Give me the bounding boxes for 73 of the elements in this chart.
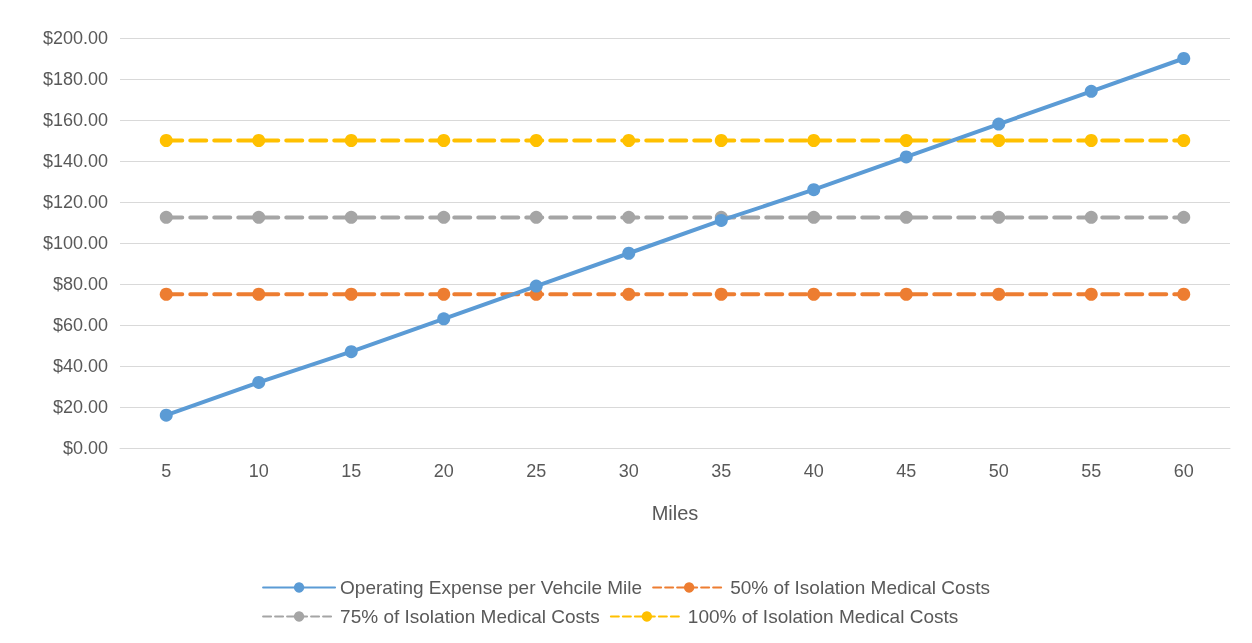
point xyxy=(1084,134,1098,147)
x-tick-label: 15 xyxy=(341,461,362,481)
point xyxy=(437,287,451,301)
y-tick-label: $120.00 xyxy=(42,192,108,212)
point xyxy=(1177,210,1191,224)
point xyxy=(1084,84,1098,98)
x-tick-label: 25 xyxy=(526,461,547,481)
point xyxy=(1177,52,1191,65)
point xyxy=(252,134,266,147)
point xyxy=(622,210,636,224)
point xyxy=(159,134,173,147)
legend-label: Operating Expense per Vehcile Mile xyxy=(340,577,643,598)
x-axis-title: Miles xyxy=(651,502,699,524)
point xyxy=(1177,134,1191,147)
y-tick-label: $60.00 xyxy=(52,315,108,335)
point xyxy=(992,134,1006,147)
point xyxy=(622,134,636,147)
x-tick-label: 40 xyxy=(803,461,824,481)
point xyxy=(529,279,543,293)
point xyxy=(529,134,543,147)
legend-label: 75% of Isolation Medical Costs xyxy=(340,606,600,627)
point xyxy=(252,375,266,389)
point xyxy=(807,210,821,224)
point xyxy=(899,287,913,301)
x-tick-label: 20 xyxy=(433,461,454,481)
point xyxy=(899,134,913,147)
legend-label: 50% of Isolation Medical Costs xyxy=(730,577,990,598)
point xyxy=(992,117,1006,131)
point xyxy=(899,210,913,224)
point xyxy=(714,134,728,147)
x-tick-label: 60 xyxy=(1173,461,1194,481)
point xyxy=(159,210,173,224)
point xyxy=(529,210,543,224)
x-tick-label: 30 xyxy=(618,461,639,481)
point xyxy=(899,150,913,164)
point xyxy=(992,287,1006,301)
y-tick-label: $80.00 xyxy=(52,274,108,294)
y-tick-label: $200.00 xyxy=(42,28,108,48)
point xyxy=(622,246,636,260)
y-tick-label: $100.00 xyxy=(42,233,108,253)
y-tick-label: $140.00 xyxy=(42,151,108,171)
point xyxy=(159,287,173,301)
point xyxy=(622,287,636,301)
point xyxy=(344,134,358,147)
y-tick-label: $160.00 xyxy=(42,110,108,130)
point xyxy=(159,408,173,422)
point xyxy=(437,210,451,224)
y-tick-label: $40.00 xyxy=(52,356,108,376)
y-tick-label: $0.00 xyxy=(62,438,108,458)
legend-label: 100% of Isolation Medical Costs xyxy=(687,606,959,627)
x-tick-label: 35 xyxy=(711,461,732,481)
x-tick-label: 50 xyxy=(988,461,1009,481)
point xyxy=(807,287,821,301)
point xyxy=(437,134,451,147)
x-tick-label: 5 xyxy=(161,461,172,481)
point xyxy=(1084,210,1098,224)
y-tick-label: $20.00 xyxy=(52,397,108,417)
point xyxy=(437,312,451,326)
point xyxy=(252,210,266,224)
point xyxy=(714,287,728,301)
point xyxy=(807,183,821,197)
x-tick-label: 55 xyxy=(1081,461,1102,481)
x-tick-label: 45 xyxy=(896,461,917,481)
point xyxy=(992,210,1006,224)
point xyxy=(1084,287,1098,301)
point xyxy=(344,210,358,224)
point xyxy=(1177,287,1191,301)
point xyxy=(252,287,266,301)
x-tick-label: 10 xyxy=(248,461,269,481)
point xyxy=(807,134,821,147)
point xyxy=(344,287,358,301)
point xyxy=(344,345,358,359)
y-tick-label: $180.00 xyxy=(42,69,108,89)
